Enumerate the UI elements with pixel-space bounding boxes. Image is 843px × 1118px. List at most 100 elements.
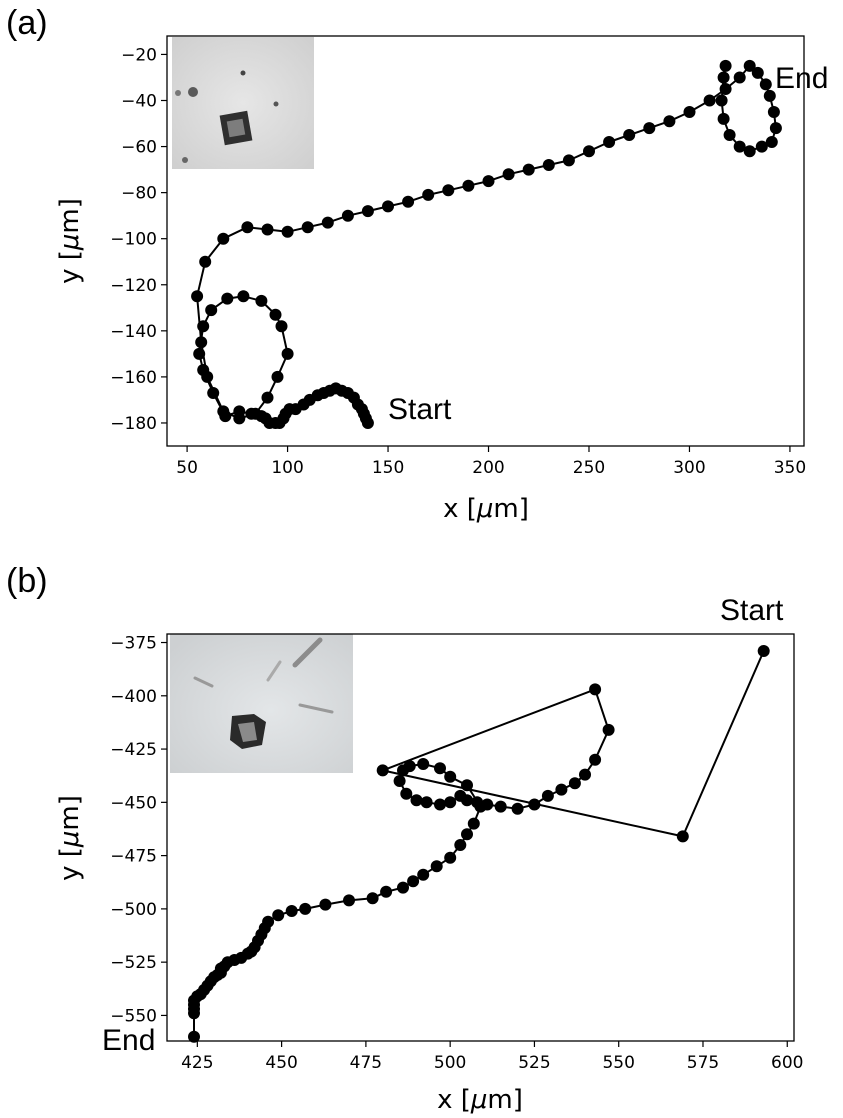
trajectory-point — [663, 115, 676, 128]
trajectory-point — [195, 336, 208, 349]
trajectory-point — [474, 800, 487, 813]
y-tick-label: −60 — [121, 138, 157, 158]
trajectory-point — [717, 112, 730, 125]
inset-crystal-photo — [170, 634, 353, 773]
trajectory-a — [191, 59, 782, 429]
trajectory-point — [237, 290, 250, 303]
trajectory-point — [188, 1007, 200, 1020]
annotation-end-a: End — [775, 62, 828, 95]
trajectory-point — [683, 106, 696, 118]
trajectory-point — [715, 94, 728, 107]
y-tick-label: −160 — [110, 368, 157, 388]
trajectory-point — [555, 783, 568, 796]
trajectory-point — [434, 762, 446, 775]
trajectory-point — [191, 290, 204, 303]
trajectory-point — [541, 789, 554, 802]
trajectory-point — [188, 1030, 200, 1043]
y-tick-label: −80 — [121, 184, 157, 204]
plot-frame-b — [166, 633, 795, 1042]
x-tick-label: 100 — [271, 458, 303, 478]
trajectory-point — [444, 851, 457, 864]
trajectory-point — [201, 370, 214, 383]
trajectory-point — [272, 909, 285, 922]
panel-b: (b) −375 −400 −425 −450 −475 −500 −525 −550 425… — [6, 562, 803, 1115]
x-axis-title-a: x [μm] — [443, 494, 529, 524]
panel-a: (a) −20 −40 −60 −80 −100 −120 −140 −160 −180 50 1… — [6, 4, 828, 524]
trajectory-point — [343, 894, 355, 907]
trajectory-point — [301, 221, 314, 234]
trajectory-point — [319, 898, 332, 911]
trajectory-point — [299, 902, 312, 915]
trajectory-point — [221, 292, 234, 305]
trajectory-point — [583, 145, 595, 158]
trajectory-point — [623, 129, 636, 141]
x-tick-label: 350 — [774, 458, 806, 478]
trajectory-point — [589, 753, 602, 766]
y-ticks-a: −20 −40 −60 −80 −100 −120 −140 −160 −180 — [110, 45, 167, 434]
y-tick-label: −425 — [110, 740, 157, 760]
trajectory-point — [723, 129, 736, 141]
y-tick-label: −375 — [110, 634, 157, 654]
x-tick-label: 300 — [673, 458, 705, 478]
trajectory-point — [542, 159, 555, 171]
trajectory-point — [589, 683, 602, 696]
x-tick-label: 600 — [771, 1053, 803, 1073]
trajectory-point — [482, 175, 495, 188]
x-tick-label: 550 — [602, 1053, 634, 1073]
y-tick-label: −500 — [110, 900, 157, 920]
y-tick-label: −400 — [110, 687, 157, 707]
trajectory-point — [403, 760, 416, 773]
trajectory-point — [233, 412, 246, 425]
x-tick-label: 50 — [176, 458, 198, 478]
trajectory-point — [376, 764, 389, 777]
trajectory-point — [751, 66, 764, 79]
trajectory-point — [444, 770, 457, 783]
trajectory-point — [269, 308, 282, 321]
y-tick-label: −450 — [110, 793, 157, 813]
x-tick-label: 450 — [265, 1053, 297, 1073]
trajectory-point — [197, 320, 210, 333]
trajectory-point — [434, 798, 446, 811]
trajectory-point — [417, 758, 430, 770]
trajectory-point — [281, 225, 294, 238]
trajectory-point — [410, 794, 423, 807]
trajectory-point — [755, 140, 768, 153]
annotation-start-b: Start — [720, 594, 784, 627]
trajectory-point — [402, 195, 415, 208]
y-tick-label: −550 — [110, 1006, 157, 1026]
trajectory-point — [462, 179, 475, 192]
trajectory-point — [444, 796, 457, 809]
y-tick-label: −20 — [121, 45, 157, 65]
trajectory-point — [430, 860, 443, 873]
trajectory-point — [522, 163, 535, 176]
trajectory-point — [454, 839, 467, 851]
annotation-start-a: Start — [388, 393, 452, 426]
trajectory-point — [717, 71, 730, 84]
y-tick-label: −140 — [110, 322, 157, 342]
trajectory-point — [255, 294, 268, 307]
trajectory-point — [366, 892, 379, 905]
trajectory-point — [528, 798, 541, 811]
trajectory-point — [393, 775, 406, 787]
y-tick-label: −180 — [110, 414, 157, 434]
trajectory-point — [380, 885, 393, 898]
trajectory-point — [511, 802, 524, 815]
trajectory-point — [743, 145, 756, 158]
y-tick-label: −475 — [110, 847, 157, 867]
trajectory-point — [400, 787, 413, 800]
trajectory-point — [422, 188, 435, 201]
trajectory-point — [382, 200, 394, 213]
trajectory-point — [199, 255, 212, 268]
y-axis-title-b: y [μm] — [55, 795, 85, 881]
trajectory-point — [765, 136, 778, 148]
trajectory-point — [461, 828, 473, 841]
plot-frame-a — [166, 35, 805, 447]
trajectory-point — [733, 140, 746, 153]
panel-label-a: (a) — [6, 4, 48, 42]
trajectory-point — [703, 94, 716, 107]
trajectory-point — [207, 387, 220, 399]
trajectory-point — [769, 122, 782, 135]
trajectory-point — [733, 71, 746, 84]
x-tick-label: 150 — [372, 458, 404, 478]
